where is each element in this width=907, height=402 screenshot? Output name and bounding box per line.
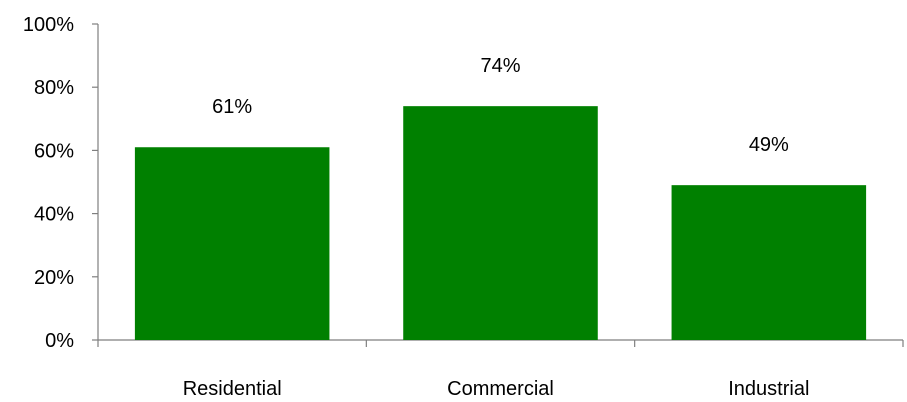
- x-category-label: Residential: [183, 378, 282, 400]
- y-tick-label: 100%: [23, 14, 74, 36]
- x-axis: Residential Commercial Industrial: [97, 339, 904, 400]
- y-axis: 0% 20% 40% 60% 80% 100%: [23, 14, 99, 352]
- y-tick-label: 80%: [34, 77, 74, 99]
- data-label-industrial: 49%: [749, 134, 789, 156]
- data-labels: 61% 74% 49%: [212, 55, 789, 156]
- bar-commercial: [403, 106, 598, 340]
- data-label-residential: 61%: [212, 96, 252, 118]
- y-tick-label: 0%: [45, 330, 74, 352]
- bar-residential: [134, 147, 330, 340]
- data-label-commercial: 74%: [480, 55, 520, 77]
- bars: [134, 106, 867, 340]
- y-tick-label: 60%: [34, 140, 74, 162]
- y-tick-label: 20%: [34, 267, 74, 289]
- bar-industrial: [671, 185, 867, 340]
- x-category-label: Commercial: [447, 378, 554, 400]
- y-tick-label: 40%: [34, 204, 74, 226]
- x-category-label: Industrial: [728, 378, 809, 400]
